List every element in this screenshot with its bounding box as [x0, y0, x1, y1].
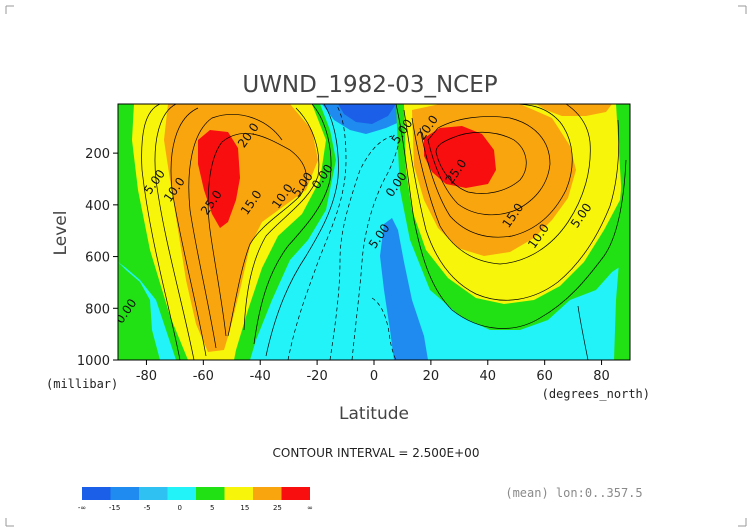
colorbar-label: -15 — [109, 504, 120, 512]
x-axis-label: Latitude — [339, 404, 409, 424]
contour-lines — [141, 104, 627, 360]
colorbar-swatch — [110, 487, 139, 500]
colorbar-swatch — [167, 487, 196, 500]
nh-edge-green — [614, 104, 630, 360]
mean-annotation: (mean) lon:0..357.5 — [505, 486, 642, 500]
colorbar-swatch — [224, 487, 253, 500]
colorbar-label: 5 — [210, 504, 214, 512]
colorbar-swatch — [281, 487, 310, 500]
colorbar-swatch — [196, 487, 225, 500]
x-tick-label: -60 — [193, 369, 214, 384]
colorbar-label: 15 — [240, 504, 249, 512]
colorbar-swatch — [139, 487, 168, 500]
neg-high-region-upper — [338, 104, 396, 124]
x-axis-ticks: -80 -60 -40 -20 0 20 40 60 80 — [136, 360, 610, 384]
chart-title: UWND_1982-03_NCEP — [242, 72, 497, 98]
colorbar-label: 25 — [273, 504, 282, 512]
x-tick-label: -20 — [306, 369, 327, 384]
colorbar-swatch — [82, 487, 111, 500]
x-tick-label: -40 — [250, 369, 271, 384]
x-tick-label: 60 — [536, 369, 553, 384]
corner-marks — [5, 5, 747, 527]
y-axis-ticks: 200 400 600 800 1000 — [77, 147, 118, 369]
y-tick-label: 1000 — [77, 354, 110, 369]
y-tick-label: 800 — [85, 302, 110, 317]
colorbar-label: -∞ — [78, 504, 86, 512]
y-axis-unit: (millibar) — [46, 377, 118, 391]
sh-red-core — [198, 130, 240, 228]
y-axis-label: Level — [51, 211, 71, 256]
colorbar: -∞ -15 -5 0 5 15 25 ∞ — [78, 487, 313, 512]
x-tick-label: 80 — [593, 369, 610, 384]
x-axis-unit: (degrees_north) — [542, 387, 650, 401]
x-tick-label: 40 — [480, 369, 497, 384]
contour-interval-text: CONTOUR INTERVAL = 2.500E+00 — [273, 446, 480, 460]
y-tick-label: 600 — [85, 251, 110, 266]
sh-low-green — [118, 262, 160, 360]
x-tick-label: 20 — [423, 369, 440, 384]
neg-region-lower — [380, 218, 428, 360]
x-tick-label: -80 — [136, 369, 157, 384]
nh-red-core — [424, 126, 496, 188]
colorbar-label: ∞ — [307, 504, 313, 512]
x-tick-label: 0 — [370, 369, 378, 384]
colorbar-label: 0 — [177, 504, 181, 512]
colorbar-swatch — [253, 487, 282, 500]
y-tick-label: 200 — [85, 147, 110, 162]
colorbar-label: -5 — [144, 504, 151, 512]
y-tick-label: 400 — [85, 199, 110, 214]
